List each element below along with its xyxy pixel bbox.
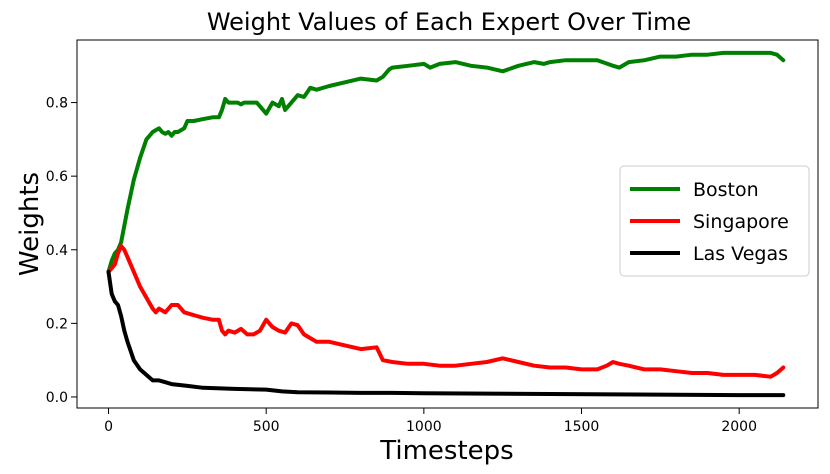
x-tick-label: 1000 [406,419,442,435]
plot-area-frame [76,39,819,409]
legend-label: Singapore [693,211,789,233]
y-tick-label: 0.0 [46,390,68,406]
x-axis-title: Timesteps [379,436,513,466]
legend-box [619,165,810,277]
x-tick-label: 1500 [564,419,600,435]
x-tick-label: 2000 [721,419,757,435]
x-axis-ticks: 0 500 1000 1500 2000 [104,408,757,435]
series-line-las-vegas [106,269,786,398]
legend-label: Las Vegas [693,243,788,265]
legend: Boston Singapore Las Vegas [619,165,810,277]
series-line-boston [106,50,786,274]
series-layer [106,50,786,398]
legend-label: Boston [693,179,759,201]
y-tick-label: 0.2 [46,316,68,332]
y-axis-title: Weights [15,172,45,276]
y-tick-label: 0.6 [46,169,68,185]
y-tick-label: 0.8 [46,96,68,112]
y-tick-label: 0.4 [46,243,68,259]
x-tick-label: 500 [253,419,280,435]
y-axis-ticks: 0.0 0.2 0.4 0.6 0.8 [46,96,77,406]
x-tick-label: 0 [104,419,113,435]
chart-title: Weight Values of Each Expert Over Time [207,8,691,36]
series-line-singapore [106,244,786,379]
